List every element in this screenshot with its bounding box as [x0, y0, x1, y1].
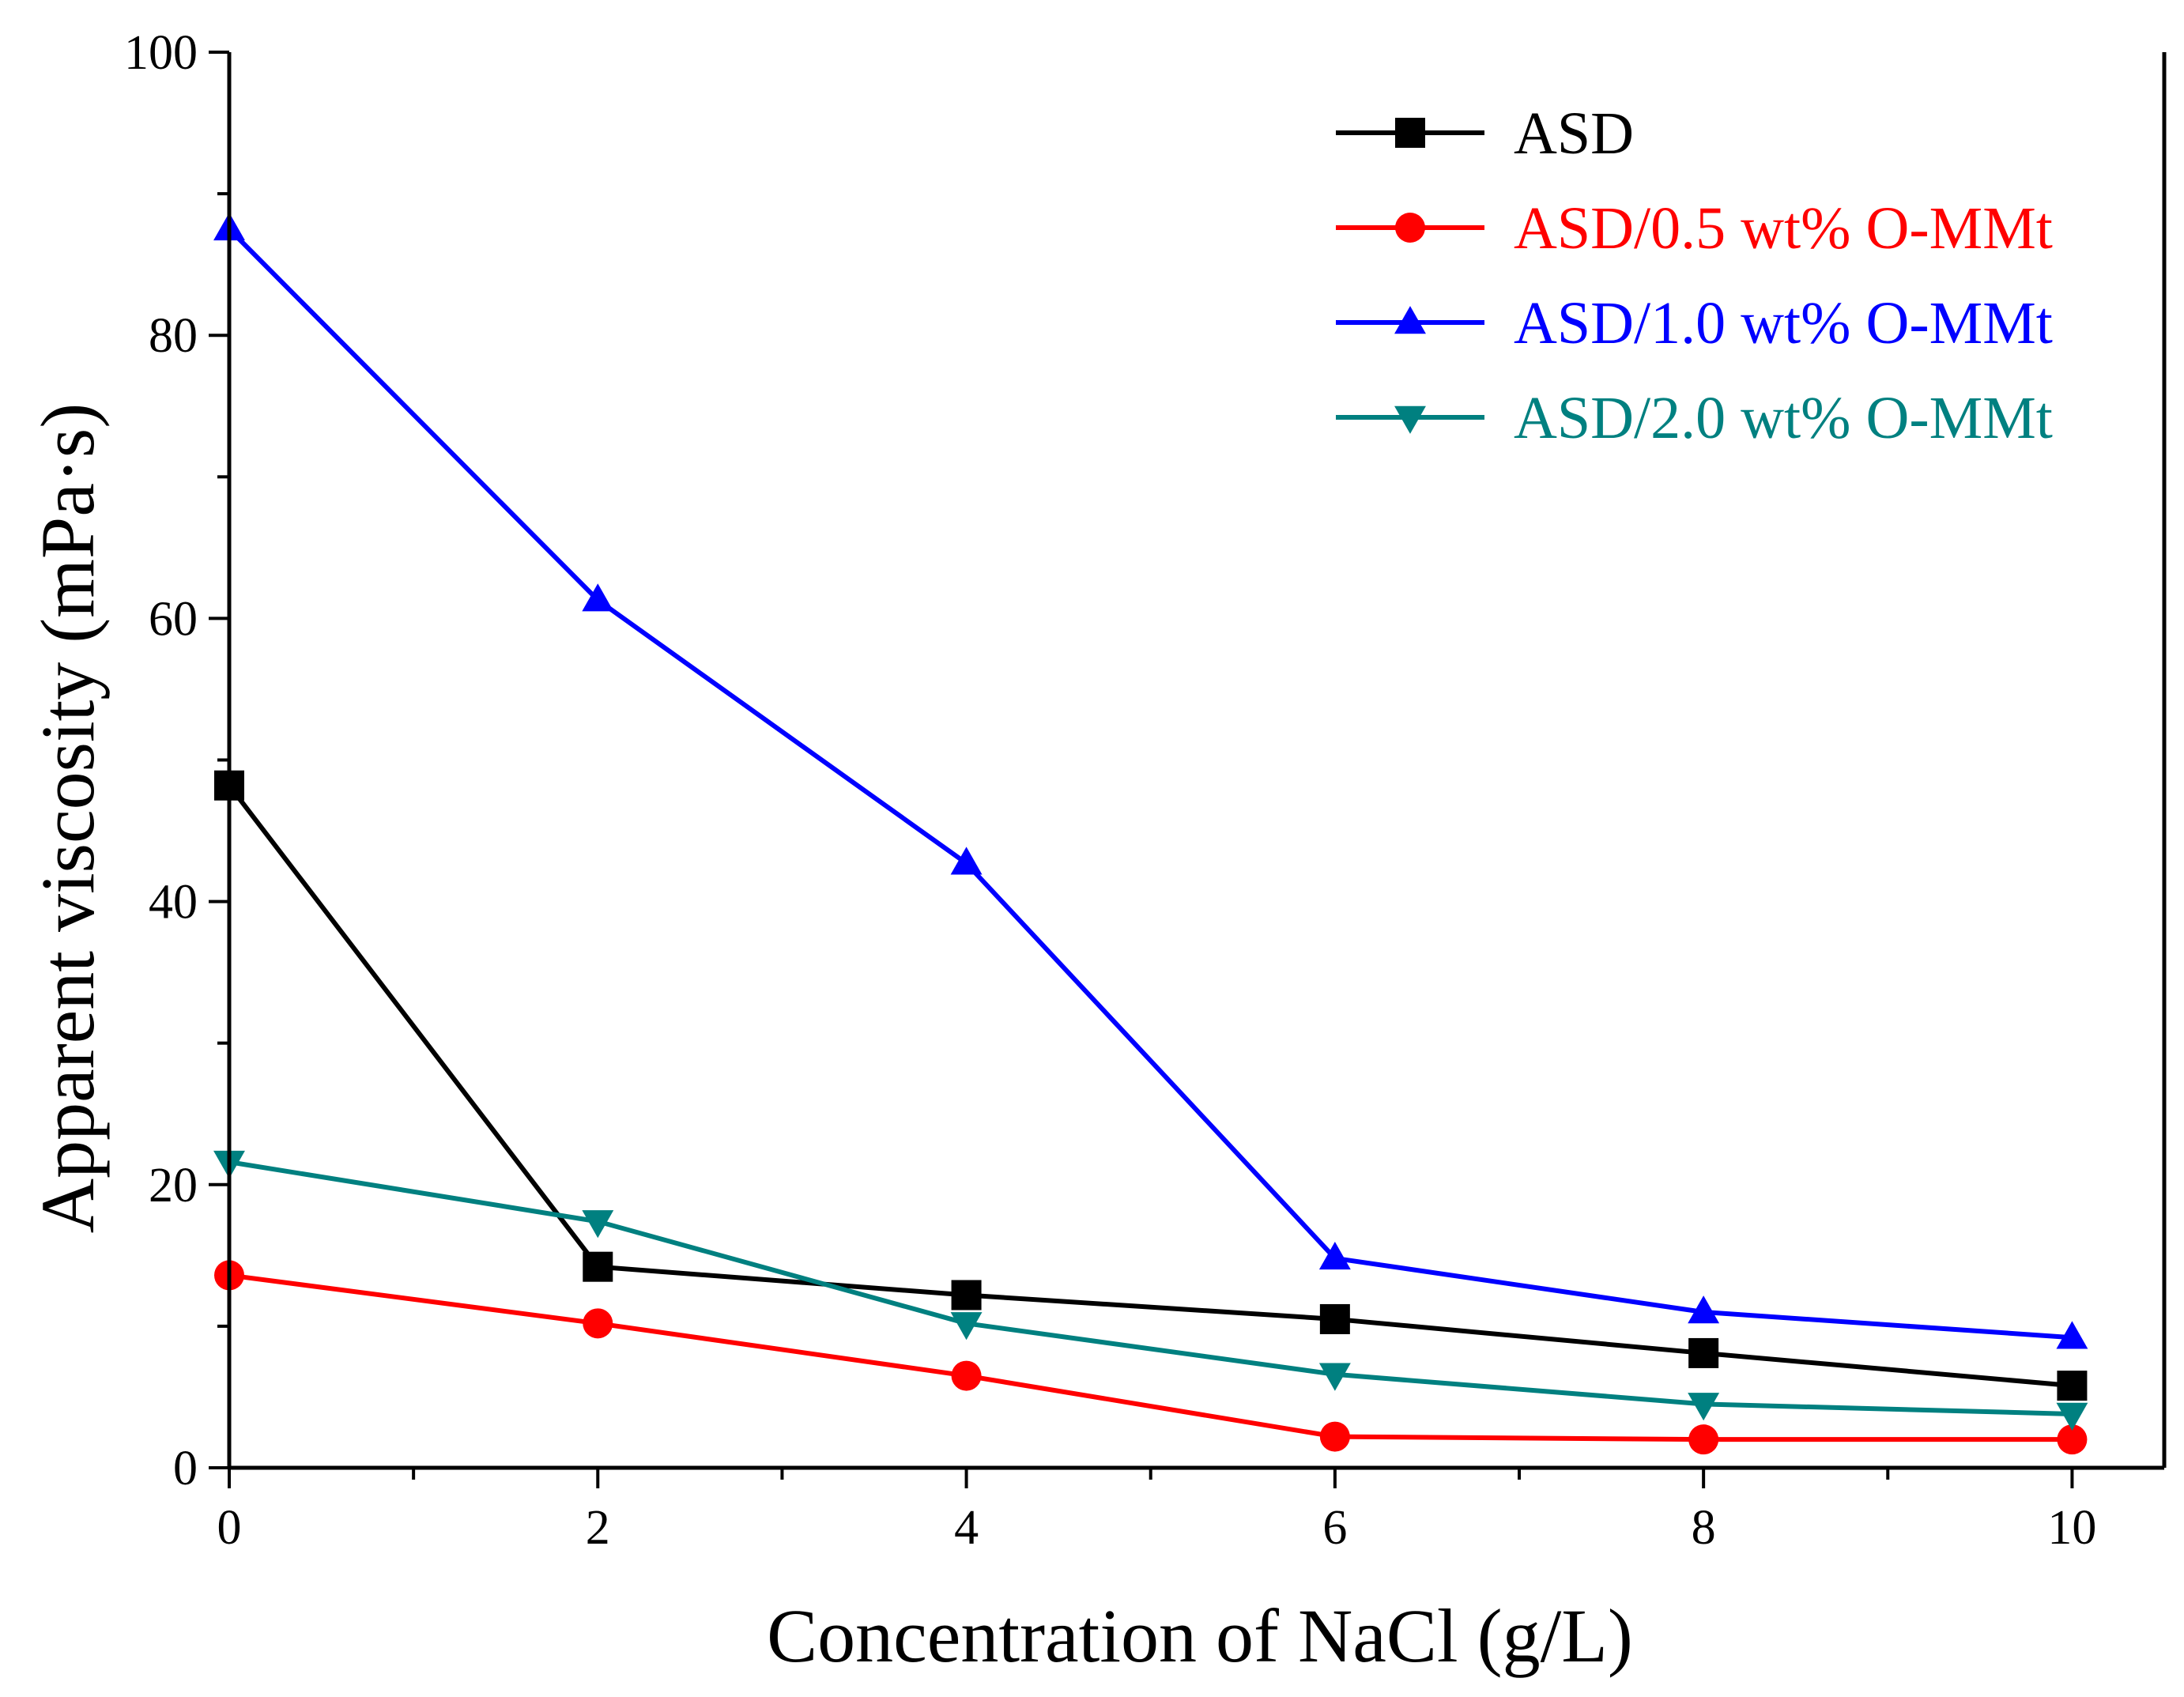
series-line-2 — [228, 1273, 2073, 1442]
series-line-3 — [227, 227, 2073, 1341]
data-point-s4-2 — [582, 1210, 614, 1239]
y-tick-label: 80 — [149, 309, 198, 363]
y-tick-label: 100 — [124, 26, 198, 80]
y-axis-label: Apparent viscosity (mPa·s) — [25, 403, 110, 1233]
y-tick-label: 0 — [173, 1442, 198, 1495]
legend-marker-2 — [1395, 213, 1425, 243]
data-point-s2-4 — [1319, 1421, 1350, 1452]
data-point-s4-4 — [1318, 1363, 1351, 1391]
data-point-s3-5 — [1688, 1295, 1720, 1324]
y-tick-label: 20 — [149, 1159, 198, 1212]
legend-label-2: ASD/0.5 wt% O-MMt — [1514, 195, 2053, 262]
legend-marker-1 — [1395, 118, 1425, 148]
data-point-s1-6 — [2057, 1371, 2088, 1401]
legend-marker-3 — [1394, 306, 1426, 334]
data-point-s3-4 — [1318, 1242, 1351, 1270]
data-point-s1-5 — [1688, 1337, 1719, 1368]
x-tick-label: 8 — [1692, 1501, 1716, 1555]
legend-label-3: ASD/1.0 wt% O-MMt — [1514, 290, 2053, 356]
legend-label-4: ASD/2.0 wt% O-MMt — [1514, 385, 2053, 451]
data-point-s1-2 — [583, 1251, 613, 1282]
x-tick-label: 4 — [954, 1501, 979, 1555]
legend: ASD ASD/0.5 wt% O-MMt ASD/1.0 wt% O-MMt ASD… — [1336, 100, 2053, 451]
data-point-s1-4 — [1319, 1303, 1350, 1334]
data-point-s3-2 — [582, 583, 614, 612]
series-line-1 — [227, 783, 2073, 1389]
series-line-4 — [228, 1160, 2073, 1416]
plot-marks — [213, 212, 2088, 1455]
data-point-s3-3 — [950, 847, 983, 875]
x-tick-label: 10 — [2047, 1501, 2096, 1555]
x-tick-label: 2 — [586, 1501, 610, 1555]
x-tick-label: 0 — [217, 1501, 242, 1555]
legend-marker-4 — [1394, 405, 1426, 434]
data-point-s4-3 — [950, 1312, 983, 1341]
data-point-s2-5 — [1688, 1424, 1719, 1455]
legend-label-1: ASD — [1514, 100, 1634, 167]
data-point-s2-2 — [583, 1308, 613, 1339]
data-point-s2-6 — [2057, 1424, 2088, 1455]
y-tick-label: 40 — [149, 876, 198, 930]
x-axis-label: Concentration of NaCl (g/L) — [767, 1593, 1633, 1678]
data-point-s2-3 — [951, 1360, 982, 1391]
data-point-s4-6 — [2056, 1402, 2088, 1431]
x-tick-label: 6 — [1322, 1501, 1347, 1555]
data-point-s4-5 — [1688, 1393, 1720, 1421]
data-point-s1-3 — [951, 1280, 982, 1310]
y-tick-label: 60 — [149, 592, 198, 646]
data-point-s3-6 — [2056, 1321, 2088, 1349]
